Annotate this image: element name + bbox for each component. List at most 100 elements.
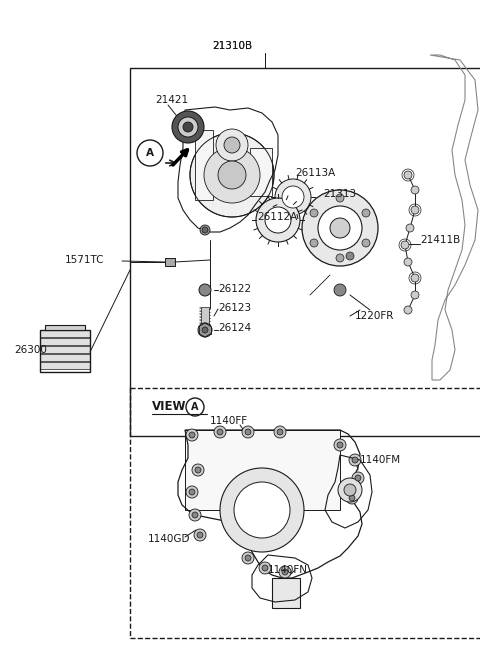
Circle shape: [198, 323, 212, 337]
Circle shape: [259, 562, 271, 574]
Circle shape: [245, 429, 251, 435]
Bar: [40, 346, 90, 353]
Bar: [40, 330, 90, 337]
Text: 1220FR: 1220FR: [355, 311, 395, 321]
Bar: [45, 325, 85, 330]
Circle shape: [277, 429, 283, 435]
Circle shape: [186, 486, 198, 498]
Bar: [130, 68, 480, 436]
Circle shape: [199, 284, 211, 296]
Circle shape: [275, 179, 311, 215]
Bar: [130, 388, 480, 638]
Text: 26123: 26123: [218, 303, 251, 313]
Bar: [272, 578, 300, 608]
Circle shape: [355, 475, 361, 481]
Circle shape: [318, 206, 362, 250]
Bar: [40, 354, 90, 361]
Circle shape: [411, 291, 419, 299]
Text: 1140FM: 1140FM: [360, 455, 401, 465]
Circle shape: [310, 239, 318, 247]
Circle shape: [338, 478, 362, 502]
Circle shape: [242, 426, 254, 438]
Circle shape: [362, 209, 370, 217]
Circle shape: [265, 207, 291, 233]
Circle shape: [411, 206, 419, 214]
Circle shape: [346, 492, 358, 504]
Bar: [40, 338, 90, 345]
Circle shape: [404, 258, 412, 266]
Circle shape: [411, 186, 419, 194]
Text: A: A: [146, 148, 154, 158]
Text: 26300: 26300: [14, 345, 47, 355]
Circle shape: [262, 565, 268, 571]
Circle shape: [346, 252, 354, 260]
Text: 26113A: 26113A: [295, 168, 335, 178]
Circle shape: [336, 254, 344, 262]
Circle shape: [183, 122, 193, 132]
Text: 1140GD: 1140GD: [148, 534, 191, 544]
Circle shape: [404, 306, 412, 314]
Circle shape: [334, 284, 346, 296]
Circle shape: [334, 439, 346, 451]
Bar: [250, 148, 272, 196]
Bar: [185, 430, 340, 510]
Circle shape: [218, 161, 246, 189]
Circle shape: [189, 509, 201, 521]
Circle shape: [302, 190, 378, 266]
Circle shape: [214, 426, 226, 438]
Text: 26124: 26124: [218, 323, 251, 333]
Circle shape: [242, 552, 254, 564]
Text: 21421: 21421: [155, 95, 188, 105]
Circle shape: [352, 472, 364, 484]
Circle shape: [186, 429, 198, 441]
Circle shape: [406, 224, 414, 232]
Bar: [202, 290, 208, 294]
Circle shape: [401, 241, 409, 249]
Text: 1571TC: 1571TC: [65, 255, 105, 265]
Circle shape: [204, 147, 260, 203]
Circle shape: [192, 512, 198, 518]
Circle shape: [172, 111, 204, 143]
Text: 26122: 26122: [218, 284, 251, 294]
Circle shape: [192, 464, 204, 476]
Circle shape: [190, 133, 274, 217]
Circle shape: [282, 569, 288, 575]
Circle shape: [274, 426, 286, 438]
Text: 21411B: 21411B: [420, 235, 460, 245]
Bar: [40, 362, 90, 369]
Circle shape: [310, 209, 318, 217]
Bar: [201, 307, 209, 325]
Circle shape: [189, 432, 195, 438]
Circle shape: [404, 171, 412, 179]
Circle shape: [411, 274, 419, 282]
Circle shape: [245, 555, 251, 561]
Circle shape: [279, 566, 291, 578]
Circle shape: [344, 484, 356, 496]
Circle shape: [330, 218, 350, 238]
Circle shape: [362, 239, 370, 247]
Circle shape: [217, 429, 223, 435]
Text: 21313: 21313: [323, 189, 356, 199]
Circle shape: [337, 442, 343, 448]
Circle shape: [352, 457, 358, 463]
Circle shape: [216, 129, 248, 161]
Circle shape: [349, 495, 355, 501]
Bar: [195, 130, 213, 200]
Circle shape: [202, 327, 208, 333]
Text: 1140FN: 1140FN: [268, 565, 308, 575]
Circle shape: [202, 227, 208, 233]
Circle shape: [224, 137, 240, 153]
Text: VIEW: VIEW: [152, 401, 187, 413]
Circle shape: [220, 468, 304, 552]
Circle shape: [234, 482, 290, 538]
Circle shape: [178, 117, 198, 137]
Circle shape: [195, 467, 201, 473]
Text: A: A: [191, 402, 199, 412]
Bar: [40, 330, 90, 372]
Bar: [165, 258, 175, 266]
Circle shape: [349, 454, 361, 466]
Circle shape: [336, 194, 344, 202]
Circle shape: [197, 532, 203, 538]
Text: 26112A: 26112A: [257, 212, 297, 222]
Text: 21310B: 21310B: [212, 41, 252, 51]
